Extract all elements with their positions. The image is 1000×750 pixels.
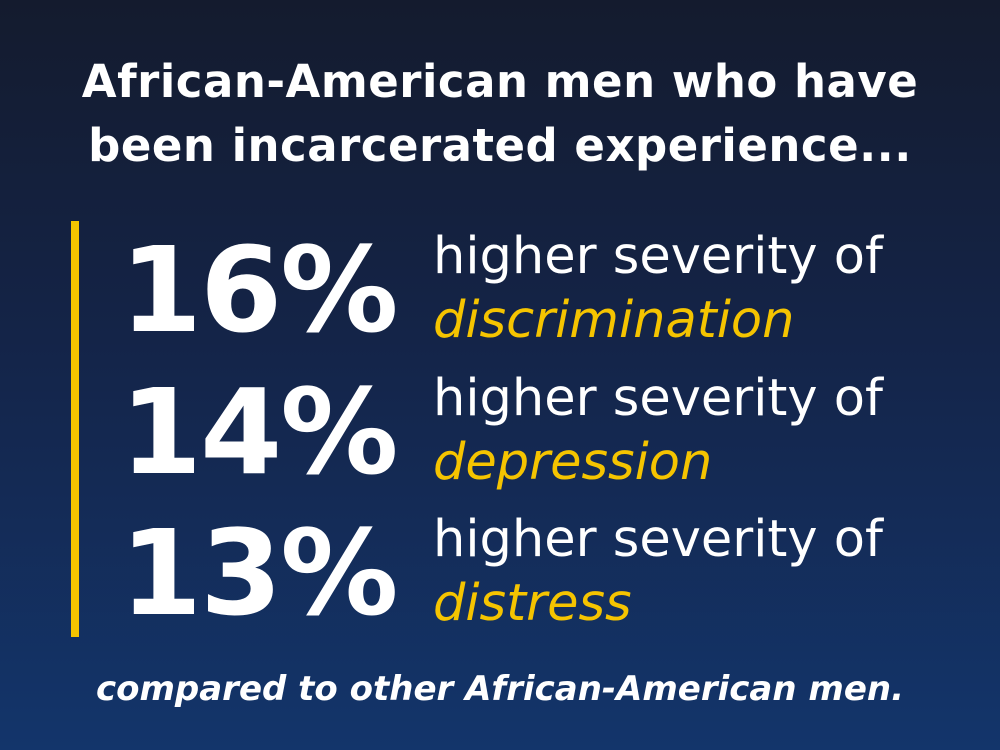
stat-description: higher severity of distress [433,508,883,636]
stat-term: depression [433,431,883,495]
stat-value: 14% [120,367,396,497]
stat-row-distress: 13% higher severity of distress [120,508,980,648]
stat-prefix: higher severity of [433,508,883,572]
stat-row-discrimination: 16% higher severity of discrimination [120,225,980,365]
stat-prefix: higher severity of [433,225,883,289]
stat-row-depression: 14% higher severity of depression [120,367,980,507]
stat-term: discrimination [433,289,883,353]
stat-term: distress [433,572,883,636]
stat-value: 13% [120,508,396,638]
stat-value: 16% [120,225,396,355]
stat-description: higher severity of discrimination [433,225,883,353]
headline-line-1: African-American men who have [82,55,918,108]
stat-prefix: higher severity of [433,367,883,431]
footer-note: compared to other African-American men. [0,664,1000,714]
stat-description: higher severity of depression [433,367,883,495]
accent-bar [71,221,79,637]
headline: African-American men who have been incar… [0,50,1000,178]
headline-line-2: been incarcerated experience... [88,119,912,172]
